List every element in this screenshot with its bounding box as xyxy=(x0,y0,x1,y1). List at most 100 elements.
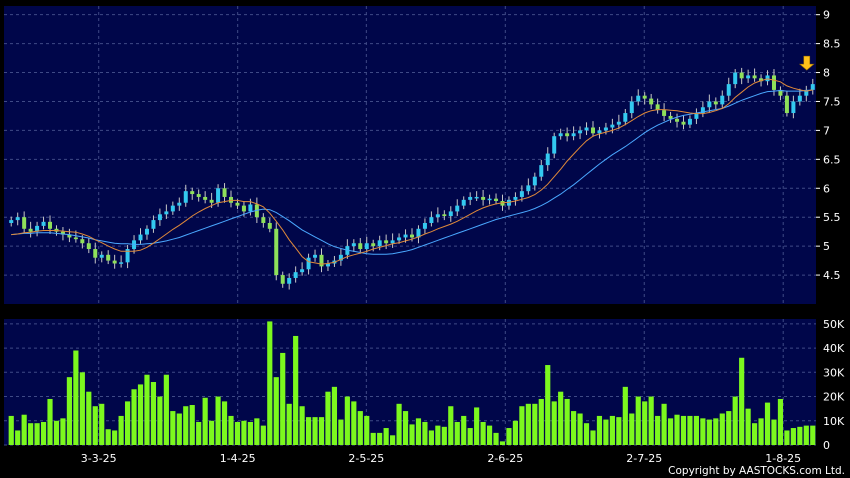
candle xyxy=(642,92,647,105)
volume-tick-label: 0 xyxy=(823,439,830,452)
volume-bar xyxy=(299,406,305,445)
candle-body xyxy=(371,243,376,247)
date-tick-label: 2-7-25 xyxy=(626,452,662,465)
volume-bar xyxy=(228,415,234,445)
candle-body xyxy=(229,196,234,203)
candle-body xyxy=(707,101,712,108)
candle-body xyxy=(435,214,440,218)
candle-body xyxy=(41,221,46,226)
candle-body xyxy=(28,228,33,232)
candle xyxy=(435,207,440,223)
candle xyxy=(694,108,699,125)
candle-body xyxy=(73,237,78,240)
candle xyxy=(448,206,453,222)
volume-bar xyxy=(519,406,525,445)
candle-body xyxy=(183,191,188,203)
price-tick-label: 7.5 xyxy=(823,95,841,108)
candle xyxy=(455,199,460,217)
candle xyxy=(746,69,751,83)
candle xyxy=(468,192,473,206)
volume-bar xyxy=(758,418,764,445)
volume-bar xyxy=(538,398,544,445)
volume-bar xyxy=(499,441,506,445)
candle-body xyxy=(655,104,660,111)
volume-bar xyxy=(47,398,53,445)
volume-bar xyxy=(390,435,396,445)
volume-bar xyxy=(706,419,712,445)
volume-bar xyxy=(73,350,79,445)
candle xyxy=(170,201,175,215)
price-tick-label: 8.5 xyxy=(823,38,841,51)
candle-body xyxy=(157,214,162,221)
volume-bar xyxy=(357,411,363,445)
volume-bar xyxy=(764,402,771,445)
volume-bar xyxy=(396,403,402,445)
candle-body xyxy=(603,127,608,131)
volume-axis: 0 10K 20K 30K 40K 50K xyxy=(823,318,845,452)
candle xyxy=(616,114,621,130)
candle xyxy=(106,250,111,265)
candle xyxy=(235,199,240,210)
candle xyxy=(144,225,149,240)
candle xyxy=(99,251,104,263)
candle-body xyxy=(455,205,460,212)
volume-bar xyxy=(441,426,447,445)
volume-bar xyxy=(667,418,674,445)
candle-body xyxy=(203,196,208,200)
volume-bar xyxy=(118,415,124,445)
candle-body xyxy=(267,222,272,229)
candle-body xyxy=(442,214,447,217)
volume-bar xyxy=(674,414,680,445)
volume-bar xyxy=(797,426,803,445)
candle xyxy=(681,115,686,130)
candle-body xyxy=(552,136,557,154)
candle-body xyxy=(759,78,764,82)
candle-body xyxy=(196,194,201,197)
candle-body xyxy=(358,243,363,250)
candle-body xyxy=(409,234,415,238)
candle xyxy=(183,184,188,207)
volume-bar xyxy=(480,421,486,445)
candle-body xyxy=(519,191,524,197)
candle-body xyxy=(629,101,634,114)
volume-bar xyxy=(124,401,131,445)
candle xyxy=(810,78,815,95)
candle xyxy=(765,70,770,86)
candle-body xyxy=(293,272,298,278)
candle xyxy=(41,216,46,230)
candle-body xyxy=(390,240,395,244)
volume-bar xyxy=(163,374,169,445)
price-tick-label: 6 xyxy=(823,182,830,195)
candle-body xyxy=(668,115,673,119)
volume-bar xyxy=(609,415,615,445)
candle-body xyxy=(112,260,117,264)
volume-bar xyxy=(810,425,816,445)
candle-body xyxy=(313,254,318,258)
candle xyxy=(306,253,311,275)
volume-bar xyxy=(183,406,189,445)
candle xyxy=(274,222,279,281)
volume-bar xyxy=(234,421,241,445)
volume-bar xyxy=(590,430,596,445)
candle-body xyxy=(623,113,628,122)
candle-body xyxy=(170,205,175,212)
volume-bar xyxy=(525,403,531,445)
candle-body xyxy=(616,121,621,125)
candle-body xyxy=(384,240,389,244)
candle xyxy=(784,91,789,117)
candle-body xyxy=(771,75,776,90)
candle-body xyxy=(306,257,311,270)
candle xyxy=(733,69,738,89)
volume-bar xyxy=(771,419,777,445)
price-tick-label: 5 xyxy=(823,240,830,253)
price-plot-area xyxy=(4,6,816,304)
volume-bar xyxy=(448,406,454,445)
price-axis: 4.5 5 5.5 6 6.5 7 7.5 8 8.5 9 xyxy=(816,9,841,282)
candle-body xyxy=(60,231,65,235)
candle-body xyxy=(474,196,479,199)
candle-body xyxy=(636,95,641,102)
candle xyxy=(629,96,634,119)
candle-body xyxy=(494,198,499,202)
candle xyxy=(726,77,731,101)
candle xyxy=(35,221,40,237)
